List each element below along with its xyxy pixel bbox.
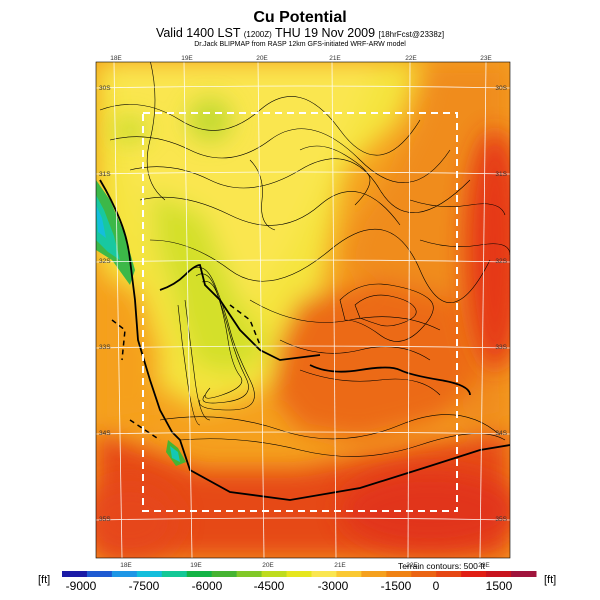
colorbar-swatch bbox=[136, 571, 163, 577]
field-layer bbox=[96, 62, 510, 558]
graticule bbox=[96, 62, 510, 558]
lon-label-bottom-21E: 21E bbox=[334, 562, 346, 569]
lat-label-right-32S: 32S bbox=[495, 258, 507, 265]
lon-label-top-19E: 19E bbox=[181, 55, 193, 62]
field-green-north bbox=[188, 98, 232, 142]
colorbar-swatch bbox=[211, 571, 238, 577]
lon-label-top-21E: 21E bbox=[329, 55, 341, 62]
coastline bbox=[99, 179, 510, 501]
field-coast-cyan bbox=[96, 195, 120, 260]
lon-label-top-22E: 22E bbox=[405, 55, 417, 62]
colorbar-unit-left: [ft] bbox=[38, 574, 51, 586]
valid-time: Valid 1400 LST (1200Z) THU 19 Nov 2009 [… bbox=[0, 26, 600, 40]
lat-label-right-34S: 34S bbox=[495, 430, 507, 437]
lat-labels-left: 30S 31S 32S 33S 34S 35S bbox=[99, 85, 111, 523]
colorbar-swatch bbox=[286, 571, 312, 577]
lon-label-bottom-19E: 19E bbox=[190, 562, 202, 569]
colorbar-unit-right: [ft] bbox=[544, 574, 557, 586]
lon-labels-top: 18E 19E 20E 21E 22E 23E bbox=[110, 55, 492, 62]
colorbar-tick-label: -6000 bbox=[191, 579, 223, 593]
field-coast-green bbox=[96, 180, 135, 285]
lat-label-left-35S: 35S bbox=[99, 516, 111, 523]
lon-label-top-20E: 20E bbox=[256, 55, 268, 62]
field-capepoint-cyan bbox=[170, 446, 180, 462]
colorbar-swatch bbox=[236, 571, 263, 577]
lon-label-bottom-20E: 20E bbox=[262, 562, 274, 569]
lat-label-left-30S: 30S bbox=[99, 85, 111, 92]
field-darkorange-south bbox=[270, 280, 480, 440]
terrain-contours-note: Terrain contours: 500 ft bbox=[398, 561, 485, 571]
valid-date: THU 19 Nov 2009 bbox=[275, 26, 376, 40]
colorbar-tick-label: 1500 bbox=[485, 579, 513, 593]
colorbar-tick-label: -7500 bbox=[128, 579, 160, 593]
lon-labels-bottom: 18E 19E 20E 21E 22E 23E bbox=[120, 562, 490, 569]
lat-label-left-31S: 31S bbox=[99, 171, 111, 178]
field-green-nw bbox=[112, 116, 148, 144]
colorbar-tick-label: -3000 bbox=[317, 579, 349, 593]
colorbar-tick-label: -9000 bbox=[65, 579, 97, 593]
lon-label-bottom-18E: 18E bbox=[120, 562, 132, 569]
lat-labels-right: 30S 31S 32S 33S 34S 35S bbox=[495, 85, 507, 523]
valid-suffix: [18hrFcst@2338z] bbox=[378, 30, 445, 39]
field-coast-blue bbox=[96, 205, 106, 238]
field-deep-red-east bbox=[465, 130, 510, 370]
colorbar-swatch bbox=[62, 571, 88, 577]
valid-code: (1200Z) bbox=[243, 30, 272, 39]
inner-domain-box bbox=[142, 112, 458, 512]
colorbar-swatch bbox=[86, 571, 113, 577]
colorbar-swatch bbox=[461, 571, 487, 577]
lat-label-left-33S: 33S bbox=[99, 344, 111, 351]
colorbar-swatch bbox=[311, 571, 337, 577]
lon-label-top-23E: 23E bbox=[480, 55, 492, 62]
colorbar-tick-label: 0 bbox=[432, 579, 440, 593]
lat-label-right-31S: 31S bbox=[495, 171, 507, 178]
lon-label-bottom-23E: 23E bbox=[478, 562, 490, 569]
colorbar-tick-label: -4500 bbox=[253, 579, 285, 593]
colorbar-swatch bbox=[336, 571, 362, 577]
colorbar-swatch bbox=[161, 571, 188, 577]
colorbar-swatch bbox=[386, 571, 412, 577]
escarpment-dashed bbox=[111, 304, 261, 441]
colorbar-swatch bbox=[111, 571, 138, 577]
lat-label-left-34S: 34S bbox=[99, 430, 111, 437]
colorbar-swatch bbox=[436, 571, 462, 577]
lat-label-right-35S: 35S bbox=[495, 516, 507, 523]
lat-label-right-30S: 30S bbox=[495, 85, 507, 92]
field-deep-red-se bbox=[340, 470, 510, 550]
colorbar-swatch bbox=[486, 571, 512, 577]
field-red-ocean-sw bbox=[96, 480, 180, 558]
lat-label-right-33S: 33S bbox=[495, 344, 507, 351]
model-credit: Dr.Jack BLIPMAP from RASP 12km GFS-initi… bbox=[194, 41, 406, 48]
page-title: Cu Potential bbox=[253, 9, 347, 26]
lon-label-bottom-22E: 22E bbox=[406, 562, 418, 569]
valid-main: Valid 1400 LST bbox=[155, 26, 241, 40]
colorbar-tick-label: -1500 bbox=[380, 579, 412, 593]
colorbar-swatch bbox=[361, 571, 387, 577]
lon-label-top-18E: 18E bbox=[110, 55, 122, 62]
colorbar-swatch bbox=[261, 571, 288, 577]
colorbar-swatch bbox=[511, 571, 537, 577]
colorbar bbox=[62, 571, 537, 577]
map-frame bbox=[95, 61, 511, 559]
colorbar-swatch bbox=[411, 571, 437, 577]
lat-label-left-32S: 32S bbox=[99, 258, 111, 265]
colorbar-swatch bbox=[186, 571, 213, 577]
